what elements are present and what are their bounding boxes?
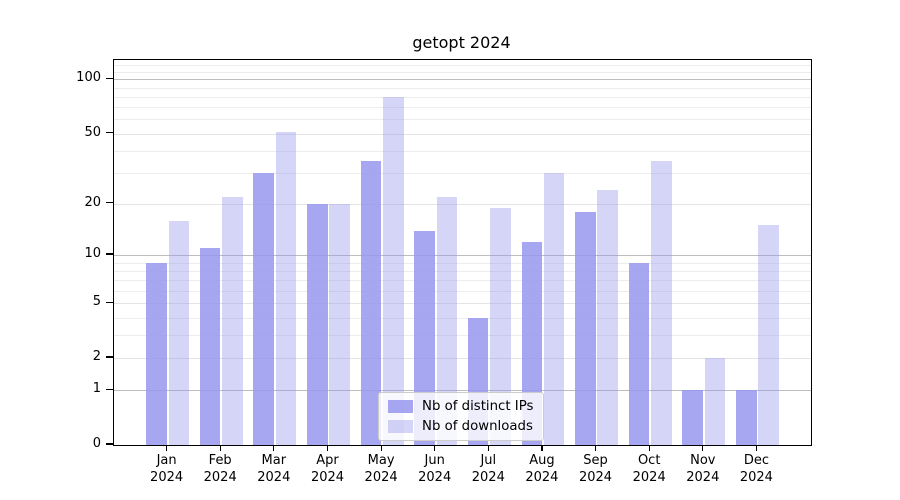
gridline-major xyxy=(114,390,811,392)
gridline-major xyxy=(114,255,811,256)
plot-area xyxy=(113,59,812,446)
y-tick-label: 10 xyxy=(84,246,101,261)
y-tick-mark xyxy=(106,253,113,255)
gridline-major xyxy=(114,79,811,81)
y-tick-mark xyxy=(106,77,113,80)
gridline-minor xyxy=(114,335,811,337)
y-tick-mark xyxy=(106,388,113,390)
legend: Nb of distinct IPs Nb of downloads xyxy=(378,392,545,441)
y-tick-label: 100 xyxy=(76,70,101,86)
y-tick-mark xyxy=(106,202,113,204)
bar-nb-of-downloads-aug xyxy=(543,173,565,445)
bar-nb-of-distinct-ips-feb xyxy=(199,248,221,445)
legend-swatch-downloads-icon xyxy=(388,420,413,433)
gridline-minor xyxy=(114,270,811,272)
y-tick-label: 20 xyxy=(84,194,101,210)
legend-label-downloads: Nb of downloads xyxy=(422,419,533,434)
y-tick-mark xyxy=(106,356,113,358)
x-tick-label: Oct 2024 xyxy=(632,453,666,485)
bar-nb-of-downloads-apr xyxy=(329,203,350,445)
bar-nb-of-distinct-ips-apr xyxy=(307,203,328,445)
gridline-minor xyxy=(114,173,811,174)
gridline-sub xyxy=(114,133,811,135)
x-tick-label: Apr 2024 xyxy=(310,453,345,485)
gridline-minor xyxy=(114,119,811,121)
x-tick-mark xyxy=(487,445,489,451)
y-tick-mark xyxy=(106,443,113,445)
y-tick-label: 50 xyxy=(84,124,101,140)
x-tick-label: Jul 2024 xyxy=(471,453,505,485)
gridline-sub xyxy=(114,203,811,205)
x-tick-mark xyxy=(434,445,436,451)
gridline-minor xyxy=(114,65,811,67)
x-tick-mark xyxy=(541,445,543,451)
x-tick-mark xyxy=(594,445,597,451)
x-tick-label: Sep 2024 xyxy=(578,453,613,485)
x-tick-label: Jun 2024 xyxy=(418,453,452,485)
gridline-minor xyxy=(114,96,811,98)
y-tick-label: 5 xyxy=(92,294,101,310)
bar-nb-of-downloads-nov xyxy=(704,358,726,445)
bar-nb-of-downloads-jun xyxy=(436,196,458,445)
bar-nb-of-downloads-sep xyxy=(597,190,618,445)
x-tick-label: Aug 2024 xyxy=(525,453,559,485)
gridline-sub xyxy=(114,303,811,305)
gridline-minor xyxy=(114,290,811,292)
bar-nb-of-downloads-oct xyxy=(651,161,672,445)
bar-nb-of-downloads-feb xyxy=(222,196,243,445)
bar-nb-of-downloads-mar xyxy=(275,132,297,445)
bar-nb-of-distinct-ips-sep xyxy=(575,211,596,445)
x-tick-mark xyxy=(326,445,329,451)
bar-nb-of-distinct-ips-oct xyxy=(628,262,650,445)
legend-item-downloads: Nb of downloads xyxy=(388,419,533,434)
bar-nb-of-downloads-jul xyxy=(490,207,511,445)
bar-nb-of-distinct-ips-dec xyxy=(736,390,757,445)
y-tick-label: 2 xyxy=(92,349,101,364)
legend-swatch-distinct-ips-icon xyxy=(388,400,413,413)
legend-item-distinct-ips: Nb of distinct IPs xyxy=(388,399,533,414)
bar-nb-of-distinct-ips-nov xyxy=(682,390,703,445)
x-tick-mark xyxy=(702,445,704,451)
x-tick-mark xyxy=(380,445,382,451)
bar-nb-of-distinct-ips-may xyxy=(360,161,382,445)
bar-nb-of-downloads-may xyxy=(383,96,404,445)
gridline-minor xyxy=(114,280,811,282)
gridline-minor xyxy=(114,107,811,109)
x-tick-mark xyxy=(648,445,650,451)
gridline-minor xyxy=(114,71,811,73)
x-tick-mark xyxy=(755,445,758,451)
x-tick-label: Jan 2024 xyxy=(150,453,184,485)
gridline-sub xyxy=(114,358,811,359)
bar-nb-of-distinct-ips-jun xyxy=(414,230,435,445)
gridline-minor xyxy=(114,262,811,264)
chart-title: getopt 2024 xyxy=(412,33,511,52)
y-tick-label: 1 xyxy=(92,381,101,397)
gridline-minor xyxy=(114,87,811,89)
bar-nb-of-distinct-ips-jan xyxy=(146,262,167,445)
x-tick-mark xyxy=(219,445,221,451)
x-tick-label: May 2024 xyxy=(364,453,398,485)
gridline-minor xyxy=(114,150,811,152)
x-tick-label: Feb 2024 xyxy=(203,453,237,485)
bar-nb-of-downloads-dec xyxy=(758,225,779,445)
x-tick-mark xyxy=(166,445,168,451)
bar-nb-of-distinct-ips-mar xyxy=(253,173,274,445)
gridline-minor xyxy=(114,317,811,319)
y-tick-mark xyxy=(106,301,113,303)
y-tick-mark xyxy=(106,131,113,134)
x-tick-mark xyxy=(273,445,275,451)
y-tick-label: 0 xyxy=(92,436,101,451)
x-tick-label: Nov 2024 xyxy=(686,453,720,485)
legend-label-distinct-ips: Nb of distinct IPs xyxy=(422,399,534,414)
x-tick-label: Mar 2024 xyxy=(257,453,291,485)
x-tick-label: Dec 2024 xyxy=(739,453,773,485)
bar-nb-of-downloads-jan xyxy=(168,220,189,445)
